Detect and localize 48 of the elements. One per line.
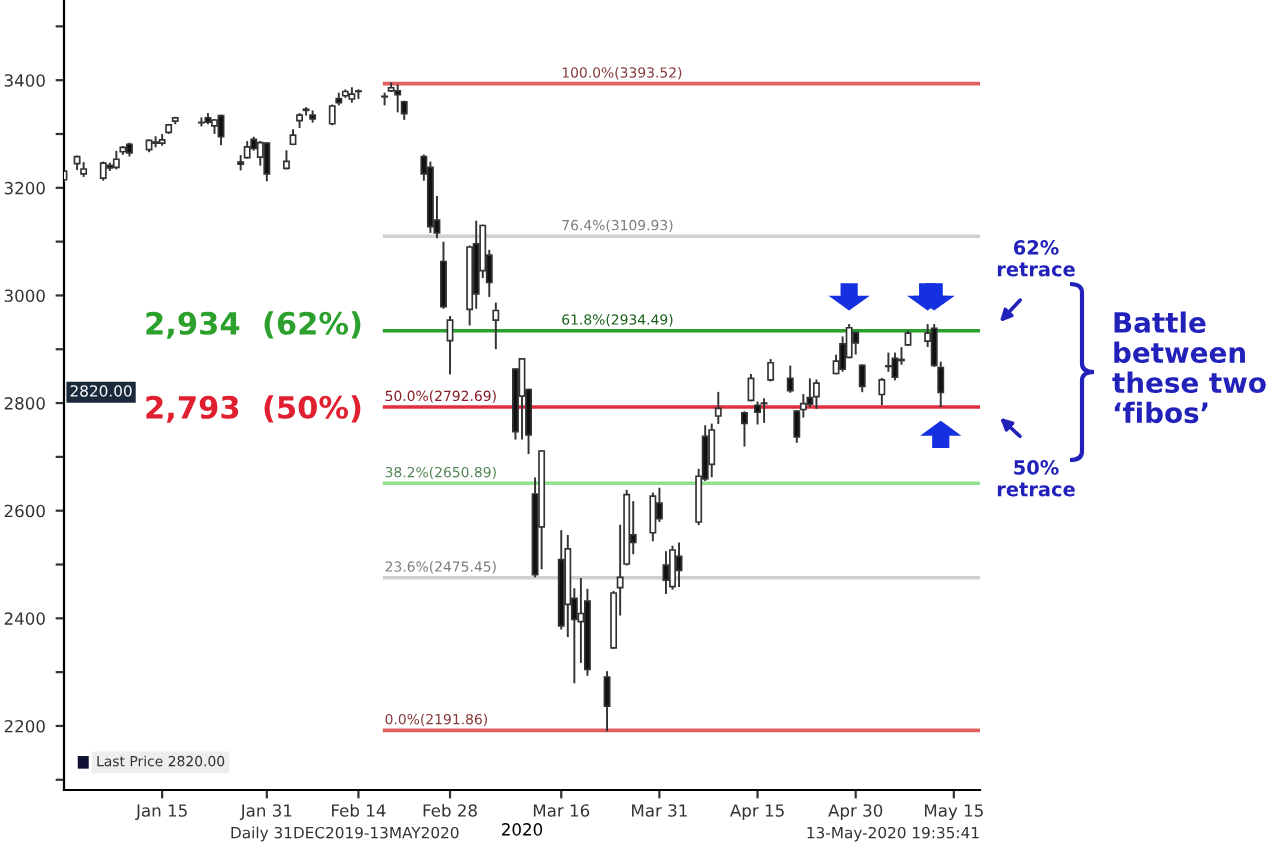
y-tick-label: 3000	[4, 289, 45, 303]
x-tick-label: Jan 15	[135, 804, 187, 820]
y-tick-label: 2600	[4, 504, 45, 518]
candlestick	[754, 401, 761, 425]
candlestick	[649, 492, 657, 542]
text: 62% retrace	[997, 240, 1075, 277]
candlestick	[217, 114, 225, 146]
text: Battle between these two ‘fibos’	[1112, 311, 1266, 424]
candlestick	[669, 545, 676, 590]
annotation: 2,934 (62%)	[146, 311, 361, 339]
y-tick-label: 3400	[4, 74, 45, 87]
candlestick	[302, 107, 310, 116]
candlestick	[328, 104, 336, 126]
candlestick	[812, 379, 820, 409]
y-tick-label: 2200	[4, 719, 45, 733]
candlestick	[603, 671, 611, 732]
x-tick-label: May 15	[924, 804, 983, 821]
candlestick	[741, 411, 748, 447]
y-tick-label: 2400	[4, 612, 45, 625]
candlestick	[786, 365, 794, 393]
candlestick	[852, 331, 860, 355]
candlestick	[708, 423, 716, 478]
x-tick-label: Apr 30	[828, 804, 883, 821]
annotation: 2,793 (50%)	[146, 395, 361, 423]
x-tick-label: Jan 31	[239, 804, 292, 820]
candlestick	[858, 364, 866, 393]
candlestick	[440, 241, 447, 309]
x-axis-title: 2020	[502, 823, 543, 836]
x-tick-label: Feb 28	[423, 803, 477, 817]
candlestick	[760, 398, 768, 423]
candlestick	[884, 352, 892, 372]
candlestick	[714, 391, 722, 424]
candlestick	[878, 377, 886, 406]
x-tick-label: Mar 31	[632, 804, 687, 817]
y-tick-label: 2800	[4, 397, 45, 410]
text: 50% retrace	[997, 460, 1075, 497]
candlestick	[354, 89, 362, 99]
x-tick-label: Apr 15	[730, 804, 784, 821]
x-tick-label: Mar 16	[533, 804, 590, 817]
candlestick	[263, 142, 271, 182]
x-tick-label: Feb 14	[332, 803, 386, 817]
candlestick	[492, 302, 500, 350]
candlestick	[662, 551, 670, 595]
candlestick	[891, 352, 899, 381]
y-tick-label: 3200	[4, 181, 45, 195]
candlestick	[767, 359, 775, 382]
candlestick	[394, 84, 402, 113]
candlestick	[197, 117, 205, 127]
